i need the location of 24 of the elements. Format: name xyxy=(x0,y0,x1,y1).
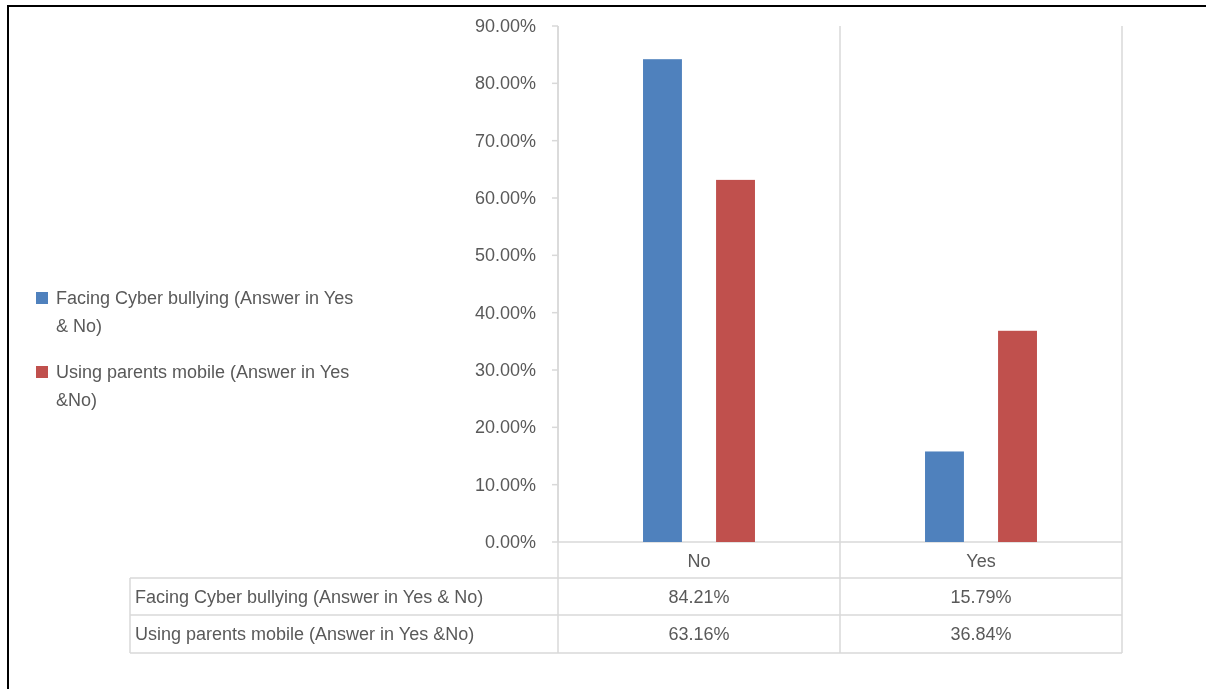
text: Facing Cyber bullying (Answer in Yes & No) xyxy=(135,587,484,607)
y-tick-label: 10.00% xyxy=(474,474,536,495)
x-tick-label: No xyxy=(687,551,711,571)
y-tick-label: 40.00% xyxy=(474,302,536,323)
y-tick-label: 60.00% xyxy=(474,188,536,208)
bar xyxy=(716,179,755,542)
y-tick-label: 80.00% xyxy=(474,73,536,94)
legend-label: Facing Cyber bullying (Answer in Yes & No) xyxy=(56,288,354,336)
y-tick-label: 0.00% xyxy=(484,532,536,552)
bar xyxy=(998,330,1037,542)
data-label: 15.79% xyxy=(950,587,1012,607)
data-label: 36.84% xyxy=(950,624,1012,644)
legend-label: Using parents mobile (Answer in Yes &No) xyxy=(56,362,350,410)
y-tick-label: 20.00% xyxy=(474,417,536,438)
y-tick-label: 70.00% xyxy=(474,130,536,151)
data-label: 63.16% xyxy=(668,624,730,644)
text: Using parents mobile (Answer in Yes &No) xyxy=(135,624,475,644)
data-label: 84.21% xyxy=(668,587,730,607)
bar xyxy=(643,59,682,542)
y-tick-label: 30.00% xyxy=(474,360,536,380)
y-tick-label: 90.00% xyxy=(474,16,536,36)
x-tick-label: Yes xyxy=(966,551,996,571)
bar xyxy=(925,451,964,542)
y-tick-label: 50.00% xyxy=(474,245,536,266)
